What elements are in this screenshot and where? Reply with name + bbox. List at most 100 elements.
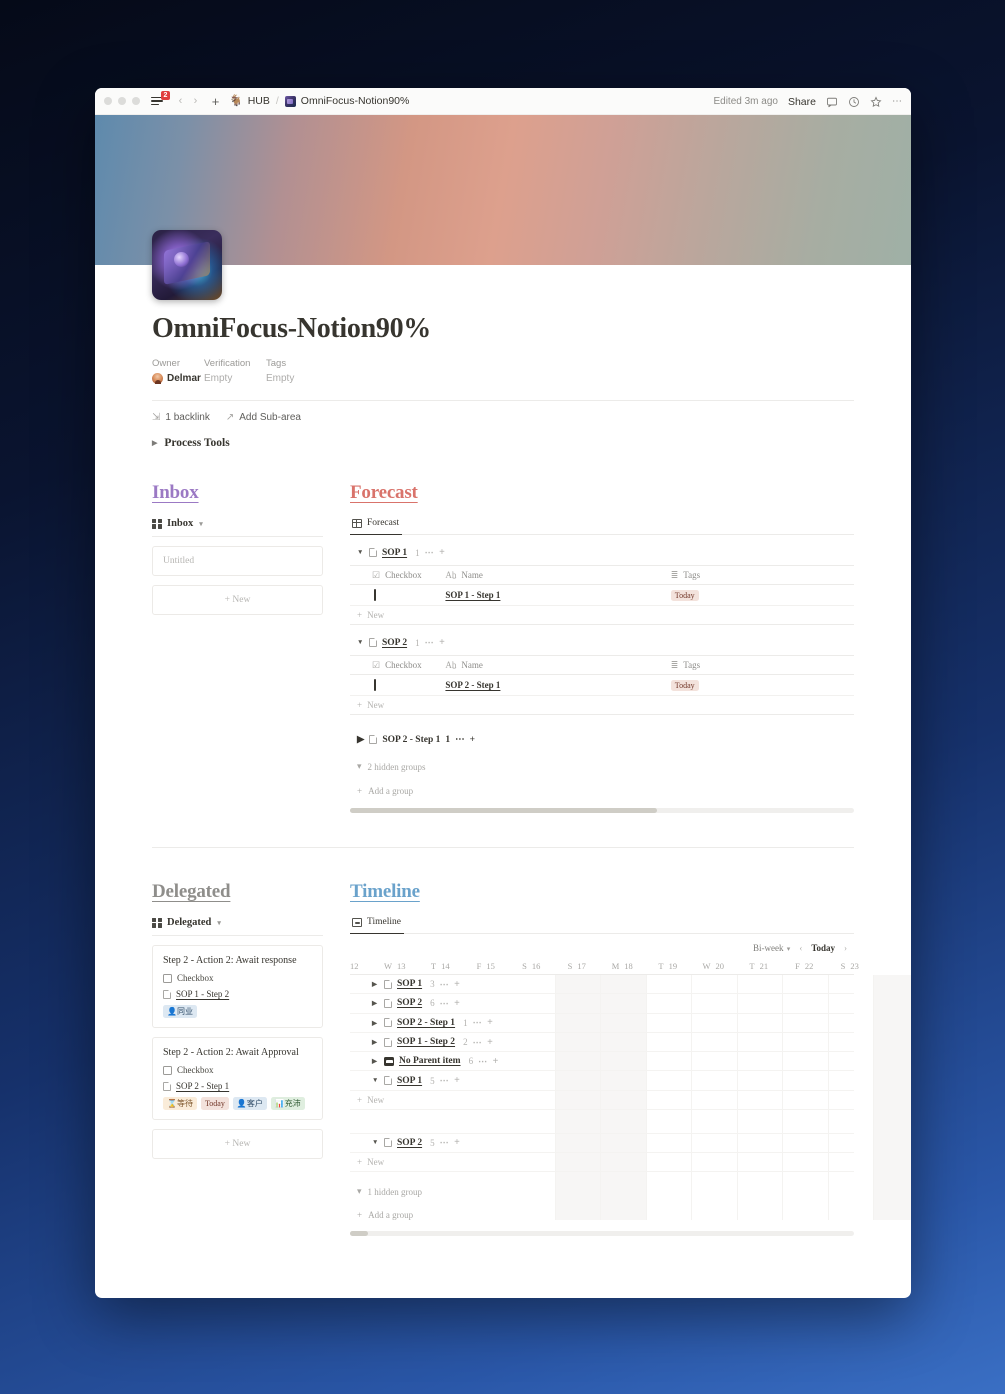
timeline-hidden-group[interactable]: ▾ 1 hidden group bbox=[357, 1186, 854, 1197]
add-row-icon[interactable]: + bbox=[454, 1137, 460, 1149]
add-row-icon[interactable]: + bbox=[439, 547, 445, 558]
group-name[interactable]: SOP 2 bbox=[397, 1137, 423, 1148]
more-options-icon[interactable]: ⋯ bbox=[439, 1075, 450, 1086]
column-header-name[interactable]: Aẖ Name bbox=[445, 655, 671, 675]
inbox-heading[interactable]: Inbox bbox=[152, 482, 199, 503]
timeline-today-button[interactable]: Today bbox=[811, 943, 835, 953]
share-button[interactable]: Share bbox=[787, 95, 816, 108]
group-name[interactable]: SOP 2 bbox=[397, 998, 423, 1009]
forecast-group-header[interactable]: ▼ SOP 2 1 ⋯ + bbox=[350, 625, 854, 655]
favorite-star-icon[interactable] bbox=[870, 95, 882, 108]
history-clock-icon[interactable] bbox=[848, 96, 860, 108]
property-verification[interactable]: Verification Empty bbox=[204, 358, 266, 384]
chevron-right-icon[interactable]: ▶ bbox=[372, 1058, 377, 1066]
chevron-right-icon[interactable]: ▶ bbox=[372, 1019, 377, 1027]
page-emoji-icon[interactable] bbox=[152, 230, 222, 300]
timeline-group-row[interactable]: ▼ SOP 1 5 ⋯ + bbox=[350, 1071, 854, 1091]
chevron-down-icon[interactable]: ▾ bbox=[217, 918, 221, 927]
cell-checkbox[interactable] bbox=[350, 674, 446, 696]
chevron-right-icon[interactable]: ▶ bbox=[152, 438, 158, 447]
card-relation-link[interactable]: SOP 1 - Step 2 bbox=[176, 989, 230, 999]
page-cover-image[interactable] bbox=[95, 115, 911, 265]
minimize-window-button[interactable] bbox=[118, 97, 126, 105]
forecast-group-header-collapsed[interactable]: ▶ SOP 2 - Step 1 1 ⋯ + bbox=[350, 715, 854, 746]
group-name[interactable]: SOP 2 - Step 1 bbox=[382, 734, 441, 745]
delegated-db-header[interactable]: Delegated ▾ bbox=[152, 917, 323, 935]
timeline-new-row[interactable]: + New bbox=[350, 1153, 854, 1173]
forecast-horizontal-scrollbar[interactable] bbox=[350, 808, 854, 813]
more-options-icon[interactable]: ⋯ bbox=[439, 978, 450, 989]
add-row-icon[interactable]: + bbox=[469, 734, 476, 745]
row-name-link[interactable]: SOP 1 - Step 1 bbox=[445, 590, 501, 600]
breadcrumb-root[interactable]: HUB bbox=[247, 95, 270, 107]
more-options-icon[interactable]: ⋯ bbox=[455, 735, 465, 745]
card-relation-line[interactable]: SOP 2 - Step 1 bbox=[163, 1081, 312, 1091]
sidebar-toggle-icon[interactable]: 2 bbox=[151, 90, 170, 108]
column-header-name[interactable]: Aẖ Name bbox=[445, 565, 671, 585]
chevron-down-icon[interactable]: ▼ bbox=[372, 1139, 379, 1147]
forecast-add-group[interactable]: + Add a group bbox=[350, 786, 854, 796]
more-options-icon[interactable]: ⋯ bbox=[478, 1055, 488, 1066]
comment-icon[interactable] bbox=[826, 96, 838, 108]
more-options-icon[interactable]: ⋯ bbox=[439, 1137, 450, 1148]
group-name[interactable]: SOP 1 bbox=[382, 547, 408, 558]
timeline-heading[interactable]: Timeline bbox=[350, 881, 420, 902]
table-row[interactable]: SOP 2 - Step 1 Today SOP 2 - Step bbox=[350, 674, 854, 696]
add-row-icon[interactable]: + bbox=[487, 1036, 493, 1048]
page-title[interactable]: OmniFocus-Notion90% bbox=[152, 313, 431, 344]
chevron-right-icon[interactable]: ▶ bbox=[372, 1000, 377, 1008]
group-name[interactable]: SOP 1 bbox=[397, 1075, 423, 1086]
window-traffic-lights[interactable] bbox=[104, 97, 140, 105]
delegated-card[interactable]: Step 2 - Action 2: Await response Checkb… bbox=[152, 945, 323, 1028]
timeline-prev-button[interactable]: ‹ bbox=[799, 943, 803, 953]
timeline-new-row[interactable]: + New bbox=[350, 1091, 854, 1110]
delegated-heading[interactable]: Delegated bbox=[152, 881, 231, 902]
scrollbar-thumb[interactable] bbox=[350, 808, 658, 813]
property-tags[interactable]: Tags Empty bbox=[266, 358, 326, 384]
chevron-down-icon[interactable]: ▾ bbox=[199, 519, 203, 528]
forecast-new-row-group-1[interactable]: + New bbox=[350, 606, 854, 625]
new-page-plus-icon[interactable]: + bbox=[211, 93, 220, 109]
breadcrumb-current-page[interactable]: OmniFocus-Notion90% bbox=[300, 95, 410, 107]
backlink-button[interactable]: ⇲ 1 backlink bbox=[152, 412, 210, 423]
row-name-link[interactable]: SOP 2 - Step 1 bbox=[445, 680, 501, 690]
cell-tags[interactable]: Today bbox=[670, 584, 854, 606]
column-header-tags[interactable]: ≣ Tags bbox=[670, 655, 854, 675]
add-row-icon[interactable]: + bbox=[439, 637, 445, 648]
add-row-icon[interactable]: + bbox=[487, 1017, 493, 1029]
maximize-window-button[interactable] bbox=[132, 97, 140, 105]
cell-name[interactable]: SOP 2 - Step 1 bbox=[445, 674, 671, 696]
toggle-block-process-tools[interactable]: ▶ Process Tools bbox=[152, 437, 854, 449]
group-name[interactable]: SOP 2 bbox=[382, 637, 408, 648]
column-header-tags[interactable]: ≣ Tags bbox=[670, 565, 854, 585]
add-row-icon[interactable]: + bbox=[492, 1055, 499, 1067]
card-checkbox[interactable] bbox=[163, 1065, 172, 1075]
delegated-new-button[interactable]: + New bbox=[152, 1129, 323, 1159]
chevron-right-icon[interactable]: ▶ bbox=[357, 735, 365, 745]
more-options-icon[interactable]: ⋯ bbox=[472, 1017, 483, 1028]
chevron-down-icon[interactable]: ▼ bbox=[357, 549, 364, 556]
timeline-group-row[interactable]: ▶ SOP 1 - Step 2 2 ⋯ + bbox=[350, 1033, 854, 1053]
cell-checkbox[interactable] bbox=[350, 584, 446, 606]
more-options-icon[interactable]: ⋯ bbox=[892, 96, 902, 107]
inbox-new-button[interactable]: + New bbox=[152, 585, 323, 615]
timeline-group-row[interactable]: ▶ No Parent item 6 ⋯ + bbox=[350, 1052, 854, 1072]
delegated-card[interactable]: Step 2 - Action 2: Await Approval Checkb… bbox=[152, 1037, 323, 1120]
chevron-down-icon[interactable]: ▼ bbox=[372, 1077, 379, 1085]
chevron-down-icon[interactable]: ▾ bbox=[786, 945, 791, 953]
card-relation-line[interactable]: SOP 1 - Step 2 bbox=[163, 989, 312, 999]
timeline-group-row[interactable]: ▶ SOP 1 3 ⋯ + bbox=[350, 975, 854, 995]
chevron-right-icon[interactable]: ▶ bbox=[372, 1039, 377, 1047]
timeline-add-group[interactable]: + Add a group bbox=[357, 1210, 854, 1220]
timeline-group-row[interactable]: ▶ SOP 2 - Step 1 1 ⋯ + bbox=[350, 1014, 854, 1033]
group-name[interactable]: SOP 2 - Step 1 bbox=[397, 1017, 456, 1028]
property-owner[interactable]: Owner Delmar bbox=[152, 358, 204, 384]
add-subarea-button[interactable]: ↗ Add Sub-area bbox=[226, 412, 301, 423]
chevron-down-icon[interactable]: ▼ bbox=[357, 639, 364, 646]
inbox-db-header[interactable]: Inbox ▾ bbox=[152, 518, 323, 536]
timeline-group-row[interactable]: ▼ SOP 2 5 ⋯ + bbox=[350, 1134, 854, 1154]
forecast-heading[interactable]: Forecast bbox=[350, 482, 418, 503]
add-row-icon[interactable]: + bbox=[454, 1075, 460, 1087]
row-checkbox[interactable] bbox=[374, 679, 376, 691]
tab-timeline[interactable]: Timeline bbox=[350, 917, 404, 934]
